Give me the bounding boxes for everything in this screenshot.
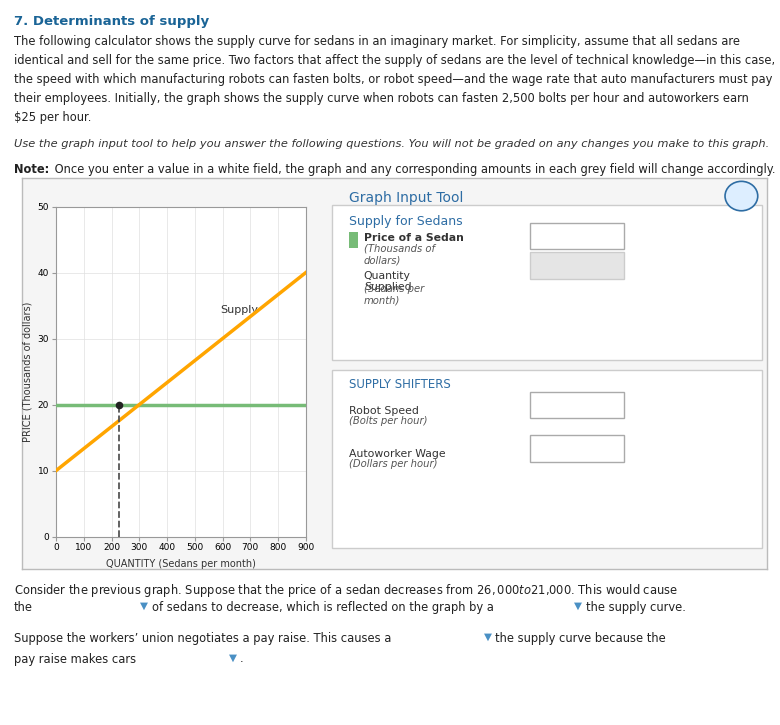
- FancyBboxPatch shape: [530, 392, 624, 418]
- Text: pay raise makes cars: pay raise makes cars: [14, 652, 136, 666]
- Text: ▼: ▼: [574, 601, 582, 611]
- Text: (Dollars per hour): (Dollars per hour): [349, 458, 438, 468]
- Text: ?: ?: [738, 189, 745, 202]
- Text: Use the graph input tool to help you answer the following questions. You will no: Use the graph input tool to help you ans…: [14, 139, 769, 149]
- Text: Supply for Sedans: Supply for Sedans: [349, 215, 463, 228]
- Text: Robot Speed: Robot Speed: [349, 406, 419, 416]
- Text: 7. Determinants of supply: 7. Determinants of supply: [14, 14, 209, 28]
- FancyBboxPatch shape: [530, 223, 624, 249]
- Text: 25: 25: [569, 442, 585, 455]
- Text: the supply curve.: the supply curve.: [586, 601, 686, 614]
- Text: Note:: Note:: [14, 163, 49, 176]
- FancyBboxPatch shape: [530, 252, 624, 278]
- Text: 225: 225: [565, 259, 589, 271]
- Text: (Thousands of
dollars): (Thousands of dollars): [363, 244, 434, 265]
- Text: ▼: ▼: [140, 601, 148, 611]
- Text: Quantity
Supplied: Quantity Supplied: [363, 270, 411, 292]
- Text: .: .: [240, 652, 244, 666]
- Text: 2500: 2500: [561, 398, 593, 411]
- Text: ▼: ▼: [484, 632, 491, 642]
- Text: SUPPLY SHIFTERS: SUPPLY SHIFTERS: [349, 378, 451, 392]
- FancyBboxPatch shape: [530, 435, 624, 462]
- Text: Once you enter a value in a white field, the graph and any corresponding amounts: Once you enter a value in a white field,…: [51, 163, 775, 176]
- Text: (Bolts per hour): (Bolts per hour): [349, 416, 427, 426]
- Bar: [349, 232, 358, 247]
- Text: (Sedans per
month): (Sedans per month): [363, 284, 424, 306]
- X-axis label: QUANTITY (Sedans per month): QUANTITY (Sedans per month): [106, 560, 256, 569]
- Text: 20: 20: [569, 229, 585, 242]
- Text: Autoworker Wage: Autoworker Wage: [349, 449, 445, 459]
- Circle shape: [725, 181, 757, 211]
- Text: ▼: ▼: [229, 652, 236, 663]
- Text: the supply curve because the: the supply curve because the: [495, 632, 666, 645]
- Text: Suppose the workers’ union negotiates a pay raise. This causes a: Suppose the workers’ union negotiates a …: [14, 632, 392, 645]
- Text: The following calculator shows the supply curve for sedans in an imaginary marke: The following calculator shows the suppl…: [14, 35, 775, 124]
- Text: the: the: [14, 601, 33, 614]
- Y-axis label: PRICE (Thousands of dollars): PRICE (Thousands of dollars): [22, 302, 32, 442]
- Text: Supply: Supply: [220, 305, 257, 315]
- Text: Graph Input Tool: Graph Input Tool: [349, 191, 463, 205]
- FancyBboxPatch shape: [332, 370, 762, 547]
- Text: Price of a Sedan: Price of a Sedan: [363, 233, 463, 243]
- Text: of sedans to decrease, which is reflected on the graph by a: of sedans to decrease, which is reflecte…: [152, 601, 494, 614]
- FancyBboxPatch shape: [332, 205, 762, 360]
- Text: Consider the previous graph. Suppose that the price of a sedan decreases from $2: Consider the previous graph. Suppose tha…: [14, 582, 678, 599]
